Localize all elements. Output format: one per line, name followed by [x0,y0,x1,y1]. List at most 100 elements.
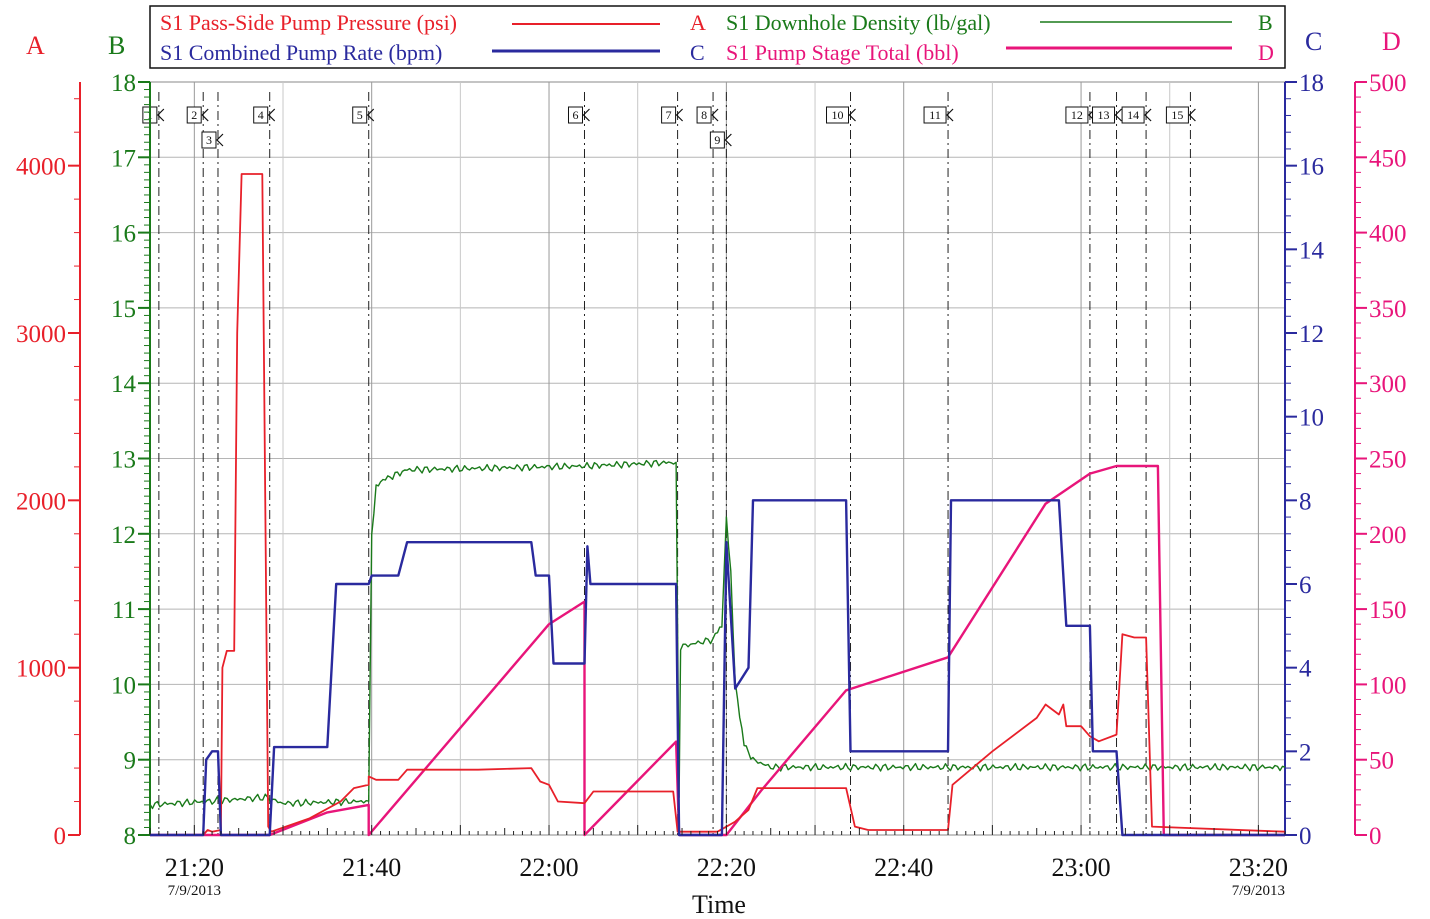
axis-c-tick-label: 14 [1299,237,1325,264]
axis-d-tick-label: 200 [1369,522,1407,549]
event-marker-box [1065,106,1089,124]
event-marker-flag [366,108,375,122]
x-tick-label: 21:40 [342,853,401,882]
axis-b-tick-label: 16 [111,221,136,248]
axis-d-tick-label: 450 [1369,145,1407,172]
series-line-a [150,173,1286,836]
event-marker-label: 15 [1171,108,1183,122]
legend-entry-stage-total: S1 Pump Stage Total (bbl) [726,40,959,65]
event-marker-box [352,106,368,124]
axis-c-tick-label: 6 [1299,572,1312,599]
event-marker-flag [1188,108,1196,122]
axis-a-title: A [26,31,45,60]
x-axis-title: Time [692,890,746,919]
axis-b-tick-label: 11 [112,597,136,624]
event-marker-flag [848,108,856,122]
axis-b-tick-label: 15 [111,296,136,323]
axis-b-title: B [108,31,125,60]
legend-axis-a: A [690,10,706,35]
series-line-b [149,459,1286,810]
event-marker-box [1165,106,1189,124]
legend: S1 Pass-Side Pump Pressure (psi) A S1 Do… [149,5,1286,69]
x-tick-label: 22:40 [874,853,933,882]
axis-c-tick-label: 12 [1299,321,1324,348]
axis-c-tick-label: 4 [1299,656,1312,683]
event-marker-flag [675,108,684,122]
data-series [149,173,1286,837]
event-marker-flag [157,108,165,122]
event-marker-box [923,106,947,124]
axis-b-tick-label: 13 [111,447,136,474]
series-line-d [150,464,1285,837]
x-tick-label: 23:20 [1229,853,1288,882]
event-marker-flag [724,133,732,147]
x-tick-date: 7/9/2013 [1232,883,1285,899]
event-marker-box [826,106,850,124]
event-marker-box [1121,106,1145,124]
event-marker-box [567,106,583,124]
axis-c-tick-label: 18 [1299,70,1324,97]
event-markers: 123456789101112131415 [142,92,1196,835]
axis-d-tick-label: 150 [1369,597,1407,624]
axis-a-tick-label: 0 [54,823,67,850]
axis-d-tick-label: 100 [1369,672,1407,699]
event-marker-box [186,106,202,124]
axis-b-tick-label: 17 [111,145,136,172]
axis-c-tick-label: 0 [1299,823,1312,850]
event-marker-flag [1114,108,1122,122]
x-tick-label: 22:00 [519,853,578,882]
legend-axis-d: D [1258,40,1274,65]
event-marker-label: 3 [206,133,212,147]
legend-axis-c: C [690,40,705,65]
event-marker-label: 5 [357,108,363,122]
event-marker-box [201,131,217,149]
axis-d-title: D [1382,27,1401,56]
x-axis-ticks: 21:20 7/9/2013 21:40 22:00 22:20 22:40 23:00 23… [149,825,1288,899]
axis-d-tick-label: 300 [1369,371,1407,398]
axis-d-tick-label: 500 [1369,70,1407,97]
axis-d-tick-label: 400 [1369,221,1407,248]
x-tick-label: 22:20 [697,853,756,882]
event-marker-label: 14 [1127,108,1139,122]
axis-a-tick-label: 4000 [16,154,66,181]
axis-b-tick-label: 8 [124,823,137,850]
event-marker-label: 8 [701,108,707,122]
axis-b-tick-label: 9 [124,748,137,775]
axis-c-tick-label: 2 [1299,739,1312,766]
axis-d-tick-label: 250 [1369,447,1407,474]
event-marker-label: 10 [832,108,844,122]
event-marker-flag [201,108,209,122]
axis-c-title: C [1305,27,1322,56]
axis-c-tick-label: 10 [1299,405,1324,432]
event-marker-label: 13 [1098,108,1110,122]
event-marker-flag [946,108,954,122]
x-tick-label: 23:00 [1051,853,1110,882]
event-marker-flag [1144,108,1152,122]
event-marker-flag [582,108,590,122]
axis-d-tick-label: 50 [1369,748,1394,775]
axis-d-tick-label: 0 [1369,823,1382,850]
legend-entry-rate: S1 Combined Pump Rate (bpm) [160,40,442,65]
event-marker-box [696,106,712,124]
x-tick-label: 21:20 [165,853,224,882]
axis-a-tick-label: 2000 [16,488,66,515]
axis-a-tick-label: 1000 [16,656,66,683]
axis-b-tick-label: 18 [111,70,136,97]
event-marker-flag [711,108,719,122]
series-line-c [150,499,1285,837]
event-marker-box [1092,106,1116,124]
axis-b-tick-label: 14 [111,371,137,398]
legend-axis-b: B [1258,10,1273,35]
axes: 0100020003000400089101112131415161718024… [16,70,1407,850]
event-marker-label: 7 [666,108,672,122]
axis-b-tick-label: 10 [111,672,136,699]
axis-a-tick-label: 3000 [16,321,66,348]
event-marker-flag [216,133,224,147]
grid [149,81,1286,836]
axis-b-tick-label: 12 [111,522,136,549]
event-marker-flag [267,108,276,122]
event-marker-label: 6 [572,108,578,122]
legend-entry-pressure: S1 Pass-Side Pump Pressure (psi) [160,10,457,35]
